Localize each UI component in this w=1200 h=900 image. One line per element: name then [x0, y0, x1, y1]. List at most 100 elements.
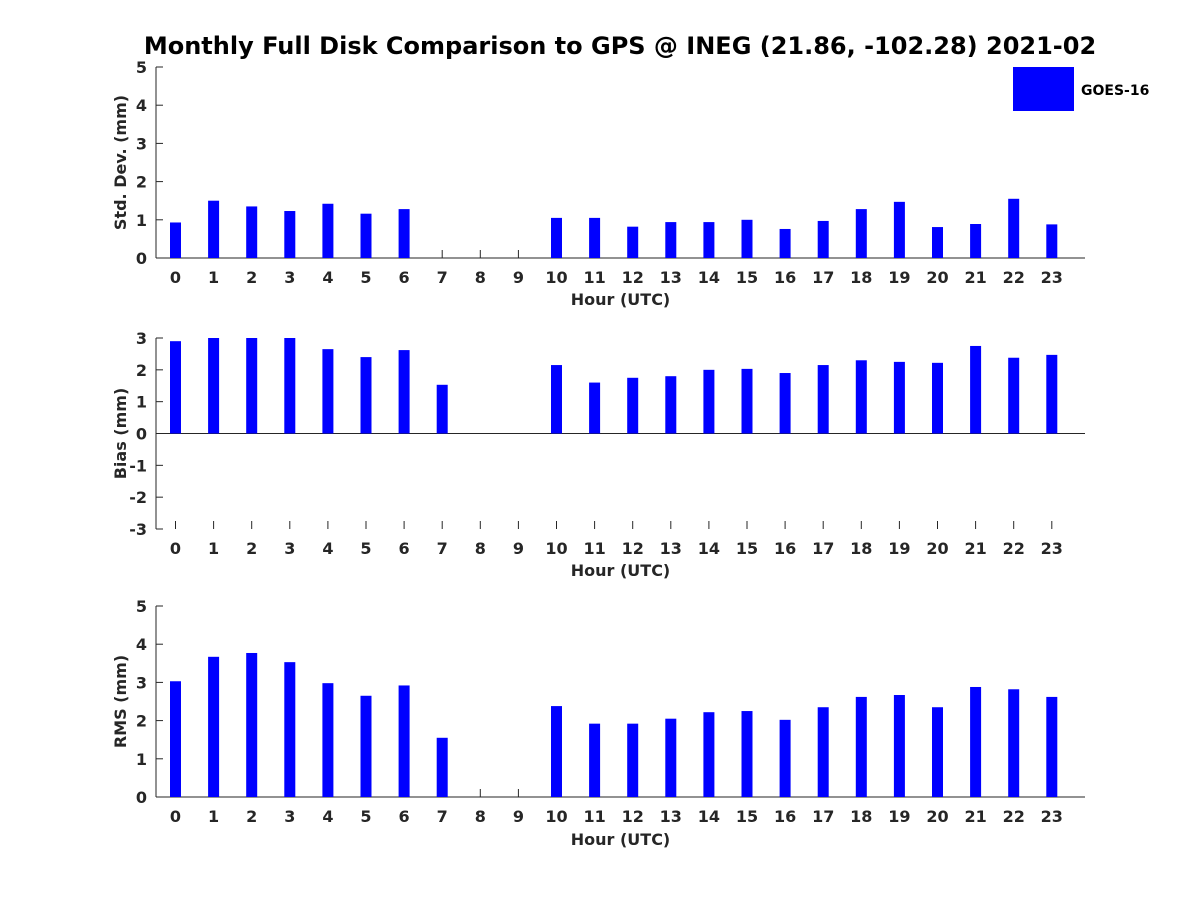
bar-hour-6: [398, 685, 410, 797]
x-tick-label: 21: [964, 539, 986, 558]
x-tick-label: 23: [1041, 807, 1063, 826]
x-tick-label: 4: [322, 807, 333, 826]
x-tick-label: 8: [475, 539, 486, 558]
legend-label: GOES-16: [1081, 83, 1149, 99]
bar-hour-5: [360, 695, 372, 797]
bar-hour-20: [932, 707, 943, 797]
x-tick-label: 18: [850, 268, 872, 287]
x-tick-label: 1: [208, 807, 219, 826]
x-tick-label: 5: [360, 807, 371, 826]
bar-hour-22: [1008, 357, 1020, 434]
bar-hour-17: [817, 707, 829, 797]
x-tick-label: 3: [284, 268, 295, 287]
bar-hour-22: [1008, 198, 1020, 258]
x-tick-label: 16: [774, 539, 796, 558]
bar-hour-6: [398, 209, 410, 258]
x-tick-label: 2: [246, 268, 257, 287]
bar-hour-16: [779, 373, 791, 434]
bar-hour-2: [246, 206, 258, 258]
y-tick-label: -2: [129, 488, 147, 507]
x-tick-label: 9: [513, 539, 524, 558]
bar-hour-13: [665, 222, 677, 258]
x-tick-label: 10: [545, 539, 567, 558]
x-tick-label: 21: [964, 268, 986, 287]
bar-hour-4: [322, 203, 334, 258]
y-tick-label: -3: [129, 520, 147, 539]
bar-hour-21: [970, 345, 982, 434]
x-axis-label: Hour (UTC): [571, 290, 671, 309]
bar-hour-11: [589, 217, 601, 258]
y-tick-label: 1: [136, 393, 147, 412]
x-tick-label: 12: [622, 268, 644, 287]
bar-hour-11: [589, 382, 601, 434]
x-tick-label: 22: [1003, 539, 1025, 558]
bar-hour-3: [284, 662, 296, 797]
bar-hour-17: [817, 365, 829, 434]
bar-hour-10: [551, 217, 562, 258]
x-tick-label: 19: [888, 539, 910, 558]
bar-hour-5: [360, 213, 372, 258]
bar-hour-20: [932, 227, 943, 258]
bar-hour-2: [246, 652, 258, 797]
x-axis-label: Hour (UTC): [571, 830, 671, 849]
bar-hour-10: [551, 706, 562, 797]
bar-hour-12: [627, 723, 639, 797]
x-tick-label: 2: [246, 539, 257, 558]
x-tick-label: 15: [736, 539, 758, 558]
bar-hour-21: [970, 224, 982, 258]
x-tick-label: 12: [622, 807, 644, 826]
x-tick-label: 10: [545, 268, 567, 287]
bar-hour-18: [855, 696, 867, 797]
bar-hour-12: [627, 377, 639, 434]
bar-hour-3: [284, 338, 296, 434]
x-tick-label: 12: [622, 539, 644, 558]
bar-hour-1: [208, 338, 220, 434]
x-tick-label: 18: [850, 539, 872, 558]
x-tick-label: 11: [583, 539, 605, 558]
x-tick-label: 3: [284, 539, 295, 558]
x-tick-label: 18: [850, 807, 872, 826]
x-tick-label: 7: [437, 807, 448, 826]
y-tick-label: 0: [136, 249, 147, 268]
x-tick-label: 3: [284, 807, 295, 826]
y-tick-label: 1: [136, 211, 147, 230]
x-tick-label: 0: [170, 539, 181, 558]
x-tick-label: 1: [208, 539, 219, 558]
x-tick-label: 15: [736, 268, 758, 287]
x-tick-label: 7: [437, 268, 448, 287]
bar-hour-22: [1008, 689, 1020, 797]
bar-hour-23: [1046, 354, 1058, 434]
y-axis-label: Std. Dev. (mm): [111, 95, 130, 230]
bar-hour-15: [741, 219, 753, 258]
bar-hour-2: [246, 338, 258, 434]
x-tick-label: 14: [698, 807, 720, 826]
bar-hour-3: [284, 211, 296, 258]
bar-hour-23: [1046, 696, 1058, 797]
x-tick-label: 17: [812, 807, 834, 826]
x-tick-label: 11: [583, 807, 605, 826]
x-tick-label: 9: [513, 807, 524, 826]
legend: GOES-16: [1013, 67, 1149, 111]
bar-hour-7: [436, 737, 448, 797]
bar-hour-18: [855, 209, 867, 258]
bar-hour-19: [893, 201, 905, 258]
y-tick-label: 5: [136, 597, 147, 616]
bar-hour-14: [703, 222, 715, 258]
bar-hour-21: [970, 686, 982, 797]
bar-hour-10: [551, 365, 562, 434]
x-tick-label: 17: [812, 539, 834, 558]
x-axis-label: Hour (UTC): [571, 561, 671, 580]
x-tick-label: 13: [660, 539, 682, 558]
bar-hour-5: [360, 357, 372, 434]
x-tick-label: 20: [926, 539, 948, 558]
x-tick-label: 22: [1003, 268, 1025, 287]
bar-hour-4: [322, 683, 334, 797]
y-tick-label: 5: [136, 58, 147, 77]
x-tick-label: 13: [660, 807, 682, 826]
bar-hour-0: [170, 341, 181, 434]
bar-hour-4: [322, 349, 334, 434]
x-tick-label: 9: [513, 268, 524, 287]
